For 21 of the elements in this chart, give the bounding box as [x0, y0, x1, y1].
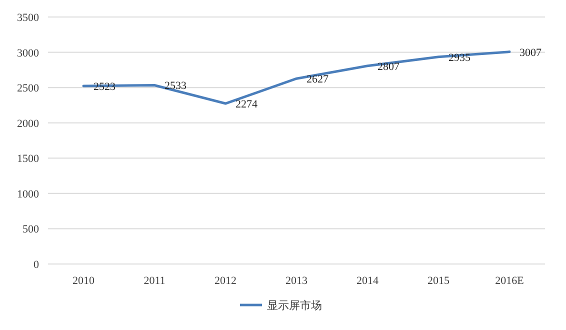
data-label: 2807 [378, 60, 400, 73]
data-label: 2533 [164, 80, 187, 92]
x-tick-label: 2015 [428, 275, 450, 287]
y-tick-label: 1500 [17, 153, 40, 166]
x-tick-label: 2012 [214, 275, 236, 287]
y-tick-label: 2500 [17, 82, 40, 95]
x-tick-label: 2011 [144, 275, 166, 287]
data-label: 2274 [236, 98, 258, 111]
x-tick-label: 2014 [356, 275, 379, 287]
y-tick-label: 2000 [17, 118, 40, 130]
data-label: 3007 [520, 46, 542, 59]
y-tick-label: 3000 [17, 47, 40, 60]
y-tick-label: 1000 [17, 188, 40, 200]
data-label: 2627 [306, 74, 329, 86]
y-tick-label: 3500 [17, 12, 40, 24]
legend-label: 显示屏市场 [267, 299, 322, 312]
x-tick-label: 2010 [72, 275, 95, 287]
y-tick-label: 0 [34, 259, 40, 271]
x-tick-label: 2016E [495, 275, 524, 287]
x-tick-label: 2013 [286, 275, 308, 287]
y-tick-label: 500 [22, 224, 40, 236]
